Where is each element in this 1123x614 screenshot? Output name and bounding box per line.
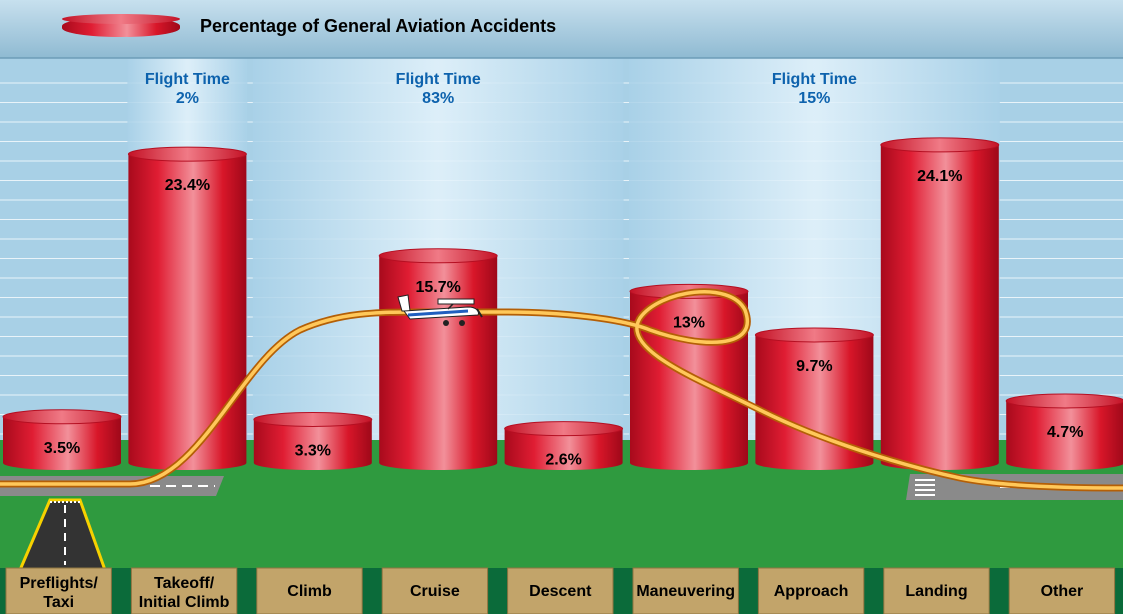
- legend: Percentage of General Aviation Accidents: [62, 14, 556, 37]
- category-tab-bg: [883, 567, 990, 614]
- category-label: Taxi: [43, 594, 74, 611]
- bar-value-label: 3.5%: [44, 440, 80, 457]
- bar: 3.5%: [2, 409, 122, 470]
- category-tab: Takeoff/Initial Climb: [130, 567, 238, 614]
- category-label: Maneuvering: [636, 583, 735, 600]
- bar: 4.7%: [1005, 393, 1123, 470]
- bar-body: [880, 144, 999, 471]
- bar: 3.3%: [253, 411, 373, 471]
- legend-swatch-top: [62, 14, 180, 24]
- category-label: Other: [1041, 583, 1084, 600]
- bar-value-label: 3.3%: [295, 442, 331, 459]
- flight-path: [0, 288, 1123, 492]
- category-label: Approach: [774, 583, 849, 600]
- bar-body: [1006, 400, 1123, 470]
- category-tab: Climb: [256, 567, 363, 614]
- category-tab-bg: [1008, 567, 1116, 614]
- category-tab-bg: [632, 567, 739, 614]
- category-label: Takeoff/: [154, 575, 215, 592]
- bar-value-label: 4.7%: [1047, 424, 1083, 441]
- category-tab-bg: [5, 567, 112, 614]
- bar: 23.4%: [127, 146, 247, 470]
- category-tabs: Preflights/Taxi Takeoff/Initial Climb Clim…: [5, 567, 1116, 614]
- bar-value-label: 24.1%: [917, 168, 962, 185]
- flight-time-value: 2%: [176, 90, 199, 107]
- bar-body: [755, 334, 874, 471]
- bar-top: [754, 327, 874, 343]
- category-label: Descent: [529, 583, 592, 600]
- bar-top: [2, 409, 122, 425]
- bar-body: [253, 419, 372, 471]
- category-tab: Cruise: [381, 567, 489, 614]
- category-tab-bg: [757, 567, 865, 614]
- category-tab: Landing: [883, 567, 990, 614]
- flight-time-label: Flight Time: [396, 71, 481, 88]
- bar-body: [504, 428, 623, 470]
- bar-value-label: 2.6%: [545, 452, 581, 469]
- bar-value-label: 13%: [673, 314, 705, 331]
- category-label: Cruise: [410, 583, 460, 600]
- category-tab: Approach: [757, 567, 865, 614]
- category-tab: Preflights/Taxi: [5, 567, 112, 614]
- category-tab-bg: [507, 567, 614, 614]
- bar-value-label: 23.4%: [165, 177, 210, 194]
- category-label: Preflights/: [20, 575, 99, 592]
- category-label: Initial Climb: [139, 594, 230, 611]
- bar-top: [127, 146, 247, 162]
- airplane-icon: [397, 294, 483, 326]
- bar-top: [504, 421, 624, 437]
- category-tab: Maneuvering: [632, 567, 739, 614]
- bar-value-label: 9.7%: [796, 358, 832, 375]
- bar-body: [128, 154, 247, 470]
- bar-top: [880, 137, 1000, 153]
- bar-top: [1005, 393, 1123, 409]
- bar: 2.6%: [504, 421, 624, 470]
- bar-body: [3, 416, 121, 470]
- bar: 9.7%: [754, 327, 874, 471]
- category-tab-bg: [381, 567, 489, 614]
- bar-top: [378, 248, 498, 264]
- flight-time-label: Flight Time: [145, 71, 230, 88]
- bar: 15.7%: [378, 248, 498, 471]
- bar-top: [253, 411, 373, 427]
- flight-time-label: Flight Time: [772, 71, 857, 88]
- category-label: Landing: [905, 583, 967, 600]
- category-tab: Descent: [507, 567, 614, 614]
- category-tab: Other: [1008, 567, 1116, 614]
- header-bar: [0, 0, 1123, 58]
- flight-time-value: 83%: [422, 90, 454, 107]
- bar: 24.1%: [880, 137, 1000, 471]
- category-label: Climb: [287, 583, 332, 600]
- bar-value-label: 15.7%: [416, 279, 461, 296]
- flight-time-value: 15%: [798, 90, 830, 107]
- category-tab-bg: [256, 567, 363, 614]
- chart-title: Percentage of General Aviation Accidents: [200, 16, 556, 36]
- category-tab-bg: [130, 567, 238, 614]
